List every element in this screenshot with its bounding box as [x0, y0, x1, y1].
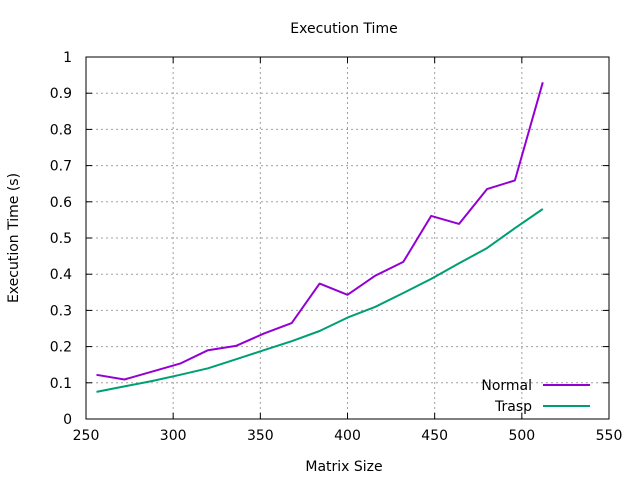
x-tick-label: 350	[247, 428, 274, 444]
y-tick-label: 0.3	[50, 303, 72, 319]
y-tick-label: 0.7	[50, 159, 72, 175]
x-tick-label: 550	[596, 428, 623, 444]
x-tick-label: 300	[160, 428, 187, 444]
x-axis-label: Matrix Size	[305, 459, 382, 475]
y-tick-label: 0.4	[50, 267, 72, 283]
grid-layer	[86, 57, 609, 419]
legend-label-normal: Normal	[481, 378, 532, 394]
series-line-normal	[96, 82, 544, 381]
y-tick-label: 1	[63, 50, 72, 66]
x-tick-label: 450	[421, 428, 448, 444]
y-tick-label: 0.2	[50, 340, 72, 356]
y-tick-label: 0.5	[50, 231, 72, 247]
y-axis-label: Execution Time (s)	[6, 173, 22, 303]
tick-layer: 250 300 350 400 450 500 550 0 0.1 0.2 0.3 0.4 0.5 0.6…	[50, 50, 623, 444]
series-layer	[96, 82, 544, 393]
y-tick-label: 0.8	[50, 122, 72, 138]
legend: Normal Trasp	[481, 378, 590, 415]
series-line-trasp	[96, 208, 544, 393]
y-tick-label: 0.1	[50, 376, 72, 392]
y-tick-label: 0.6	[50, 195, 72, 211]
y-tick-label: 0	[63, 412, 72, 428]
legend-label-trasp: Trasp	[494, 399, 532, 415]
chart-title: Execution Time	[290, 21, 397, 37]
x-tick-label: 500	[508, 428, 535, 444]
x-tick-label: 250	[73, 428, 100, 444]
x-tick-label: 400	[334, 428, 361, 444]
y-tick-label: 0.9	[50, 86, 72, 102]
